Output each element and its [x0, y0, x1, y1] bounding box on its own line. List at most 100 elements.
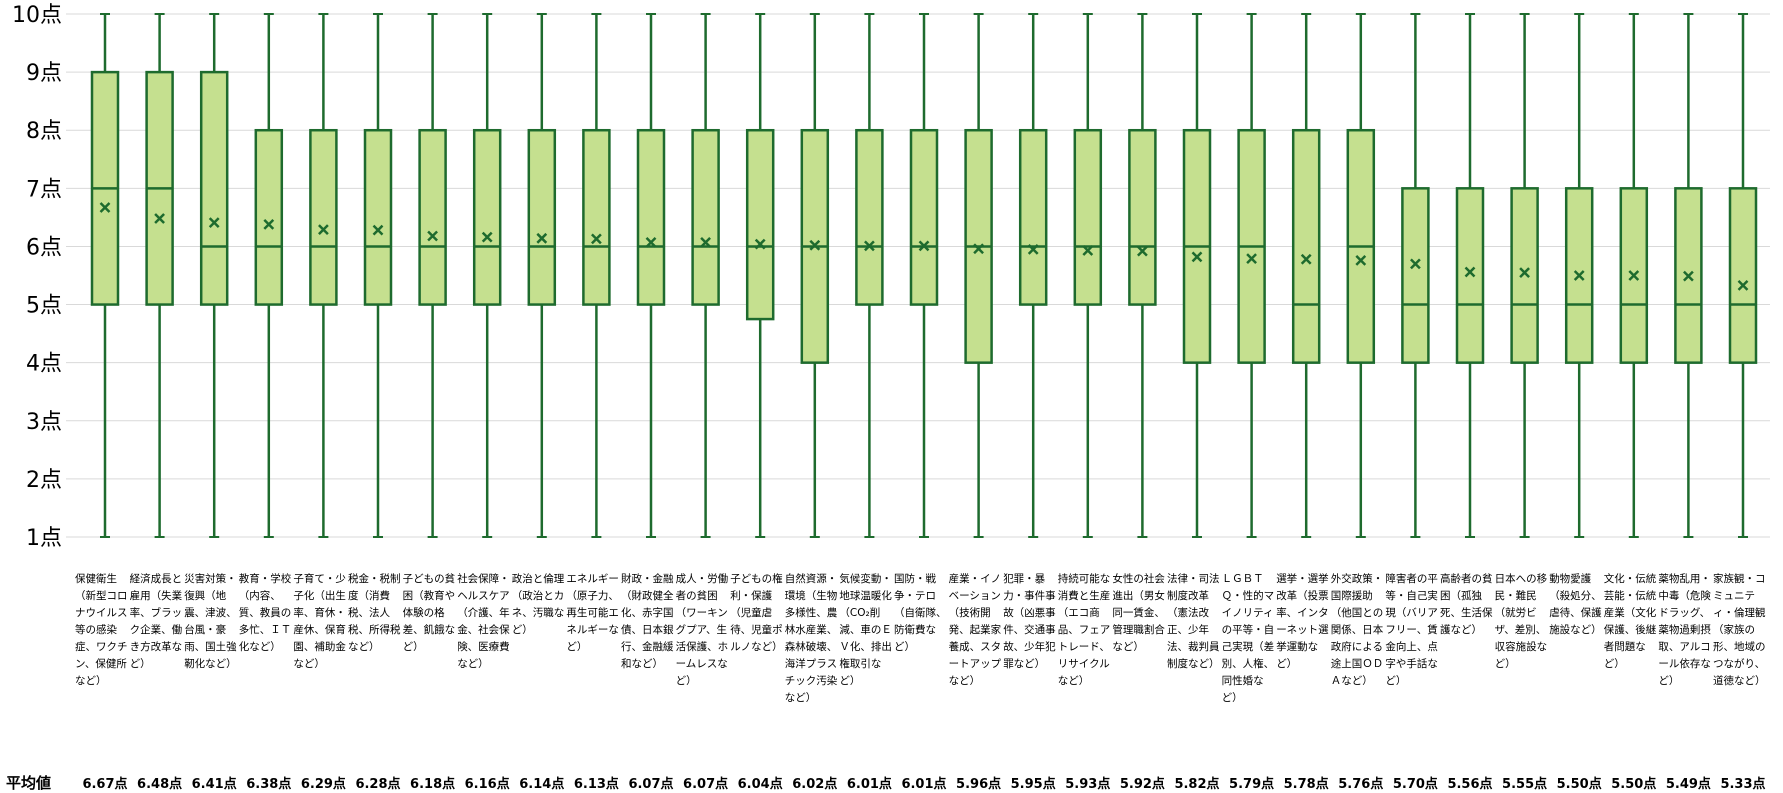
- category-label: 教育・学校（内容、質、教員の多忙、ＩＴ化など）: [238, 573, 292, 653]
- box-13: [745, 13, 775, 538]
- category-label: 子育て・少子化（出生率、育休・産休、保育園、補助金など）: [293, 573, 346, 670]
- mean-value-label: 5.78点: [1283, 777, 1329, 792]
- box-28: [1564, 13, 1594, 538]
- mean-marker: [318, 224, 329, 235]
- mean-marker: [1137, 245, 1148, 257]
- iqr-box: [1291, 128, 1321, 364]
- category-label: 保健衛生（新型コロナウイルス等の感染症、ワクチン、保健所など）: [75, 573, 128, 687]
- mean-value-label: 6.04点: [737, 777, 783, 792]
- category-label: 犯罪・暴力・事件事故（凶悪事件、交通事故、少年犯罪など）: [1003, 573, 1056, 670]
- mean-marker: [372, 224, 384, 236]
- box-9: [527, 13, 557, 538]
- box-2: [145, 13, 174, 538]
- mean-marker: [700, 236, 711, 248]
- mean-value-label: 5.33点: [1720, 777, 1766, 792]
- iqr-box: [909, 128, 939, 306]
- y-axis: 1点 2点 3点 4点 5点 6点 7点 8点 9点 10点: [12, 3, 62, 551]
- category-label: 女性の社会進出（男女同一賃金、管理職割合など）: [1112, 573, 1165, 653]
- mean-marker: [645, 236, 657, 248]
- mean-value-label: 5.96点: [956, 777, 1002, 792]
- iqr-box: [418, 128, 447, 306]
- box-14: [800, 13, 830, 538]
- box-16: [909, 13, 939, 538]
- mean-value-label: 6.07点: [683, 777, 729, 792]
- category-label: 気候変動・地球温暖化（CO₂削減、車のＥＶ化、排出権取引など）: [839, 573, 892, 687]
- y-tick-label: 4点: [26, 352, 62, 377]
- mean-value-label: 6.07点: [628, 777, 674, 792]
- category-label: 国防・戦争・テロ（自衛隊、防衛費など）: [894, 573, 947, 653]
- mean-marker: [973, 243, 984, 255]
- mean-value-label: 5.93点: [1065, 777, 1111, 792]
- iqr-box: [1728, 187, 1758, 364]
- boxes-layer: [90, 13, 1758, 538]
- box-24: [1346, 13, 1376, 538]
- box-29: [1619, 13, 1649, 538]
- mean-marker: [1464, 266, 1476, 278]
- mean-marker: [918, 240, 930, 252]
- mean-value-label: 5.76点: [1338, 777, 1384, 792]
- mean-marker: [1573, 270, 1585, 281]
- y-tick-label: 5点: [26, 294, 62, 319]
- box-8: [472, 13, 502, 538]
- mean-value-label: 6.48点: [137, 777, 183, 792]
- box-12: [691, 13, 720, 538]
- iqr-box: [309, 128, 338, 306]
- mean-value-label: 6.18点: [410, 777, 456, 792]
- mean-value-label: 6.02点: [792, 777, 838, 792]
- category-label: 外交政策・国際援助（他国との関係、日本政府による途上国ＯＤＡなど）: [1330, 573, 1384, 687]
- category-label: 経済成長と雇用（失業率、ブラック企業、働き方改革など）: [129, 573, 183, 670]
- mean-marker: [1191, 251, 1203, 263]
- category-label: 子どもの貧困（教育や体験の格差、飢餓など）: [402, 573, 456, 653]
- category-label: 子どもの権利・保護（児童虐待、児童ポルノなど）: [730, 573, 783, 653]
- iqr-box: [527, 128, 557, 306]
- mean-value-label: 6.01点: [901, 777, 947, 792]
- box-23: [1291, 13, 1321, 538]
- box-6: [363, 13, 393, 538]
- category-label: 政治と倫理（政治とカネ、汚職など）: [511, 573, 565, 636]
- iqr-box: [472, 128, 502, 306]
- category-label: 選挙・選挙改革（投票率、インターネット選挙運動など）: [1276, 573, 1329, 670]
- mean-marker: [591, 233, 602, 245]
- box-4: [254, 13, 284, 538]
- iqr-box: [636, 128, 666, 306]
- mean-value-label: 6.01点: [846, 777, 892, 792]
- box-15: [855, 13, 884, 538]
- mean-marker: [481, 231, 493, 243]
- mean-marker: [536, 232, 548, 244]
- category-label: 家族観・コミュニティ・倫理観（家族の形、地域のつながり、道徳など）: [1713, 573, 1766, 687]
- iqr-box: [855, 128, 884, 306]
- mean-value-label: 5.79点: [1229, 777, 1275, 792]
- mean-value-label: 6.13点: [573, 777, 619, 792]
- mean-value-label: 5.95点: [1010, 777, 1056, 792]
- box-30: [1674, 13, 1703, 538]
- mean-marker: [1082, 245, 1094, 256]
- box-17: [964, 13, 993, 538]
- category-label: 薬物乱用・中毒（危険ドラッグ、薬物過剰摂取、アルコール依存など）: [1658, 573, 1711, 687]
- iqr-box: [254, 128, 284, 306]
- iqr-box: [1401, 187, 1430, 364]
- iqr-box: [582, 128, 611, 306]
- mean-value-label: 5.50点: [1611, 777, 1657, 792]
- mean-marker: [754, 238, 766, 250]
- mean-value-label: 6.14点: [519, 777, 565, 792]
- iqr-box: [691, 128, 720, 306]
- mean-value-label: 5.92点: [1119, 777, 1165, 792]
- category-label: 動物愛護（殺処分、虐待、保護施設など）: [1549, 573, 1602, 636]
- mean-marker: [1737, 279, 1749, 291]
- mean-marker: [1628, 270, 1640, 281]
- mean-value-label: 6.67点: [82, 777, 128, 792]
- mean-value-label: 6.29点: [300, 777, 346, 792]
- category-label: 税金・税制度（消費税、法人税、所得税など）: [348, 573, 401, 653]
- mean-value-label: 5.50点: [1556, 777, 1602, 792]
- iqr-box: [745, 128, 775, 321]
- mean-marker: [99, 202, 111, 213]
- mean-marker: [208, 217, 220, 229]
- box-25: [1401, 13, 1430, 538]
- mean-value-label: 6.16点: [464, 777, 510, 792]
- y-tick-label: 2点: [26, 468, 62, 493]
- box-19: [1073, 13, 1103, 538]
- mean-value-label: 6.38点: [246, 777, 292, 792]
- iqr-box: [363, 128, 393, 306]
- mean-value-label: 5.70点: [1392, 777, 1438, 792]
